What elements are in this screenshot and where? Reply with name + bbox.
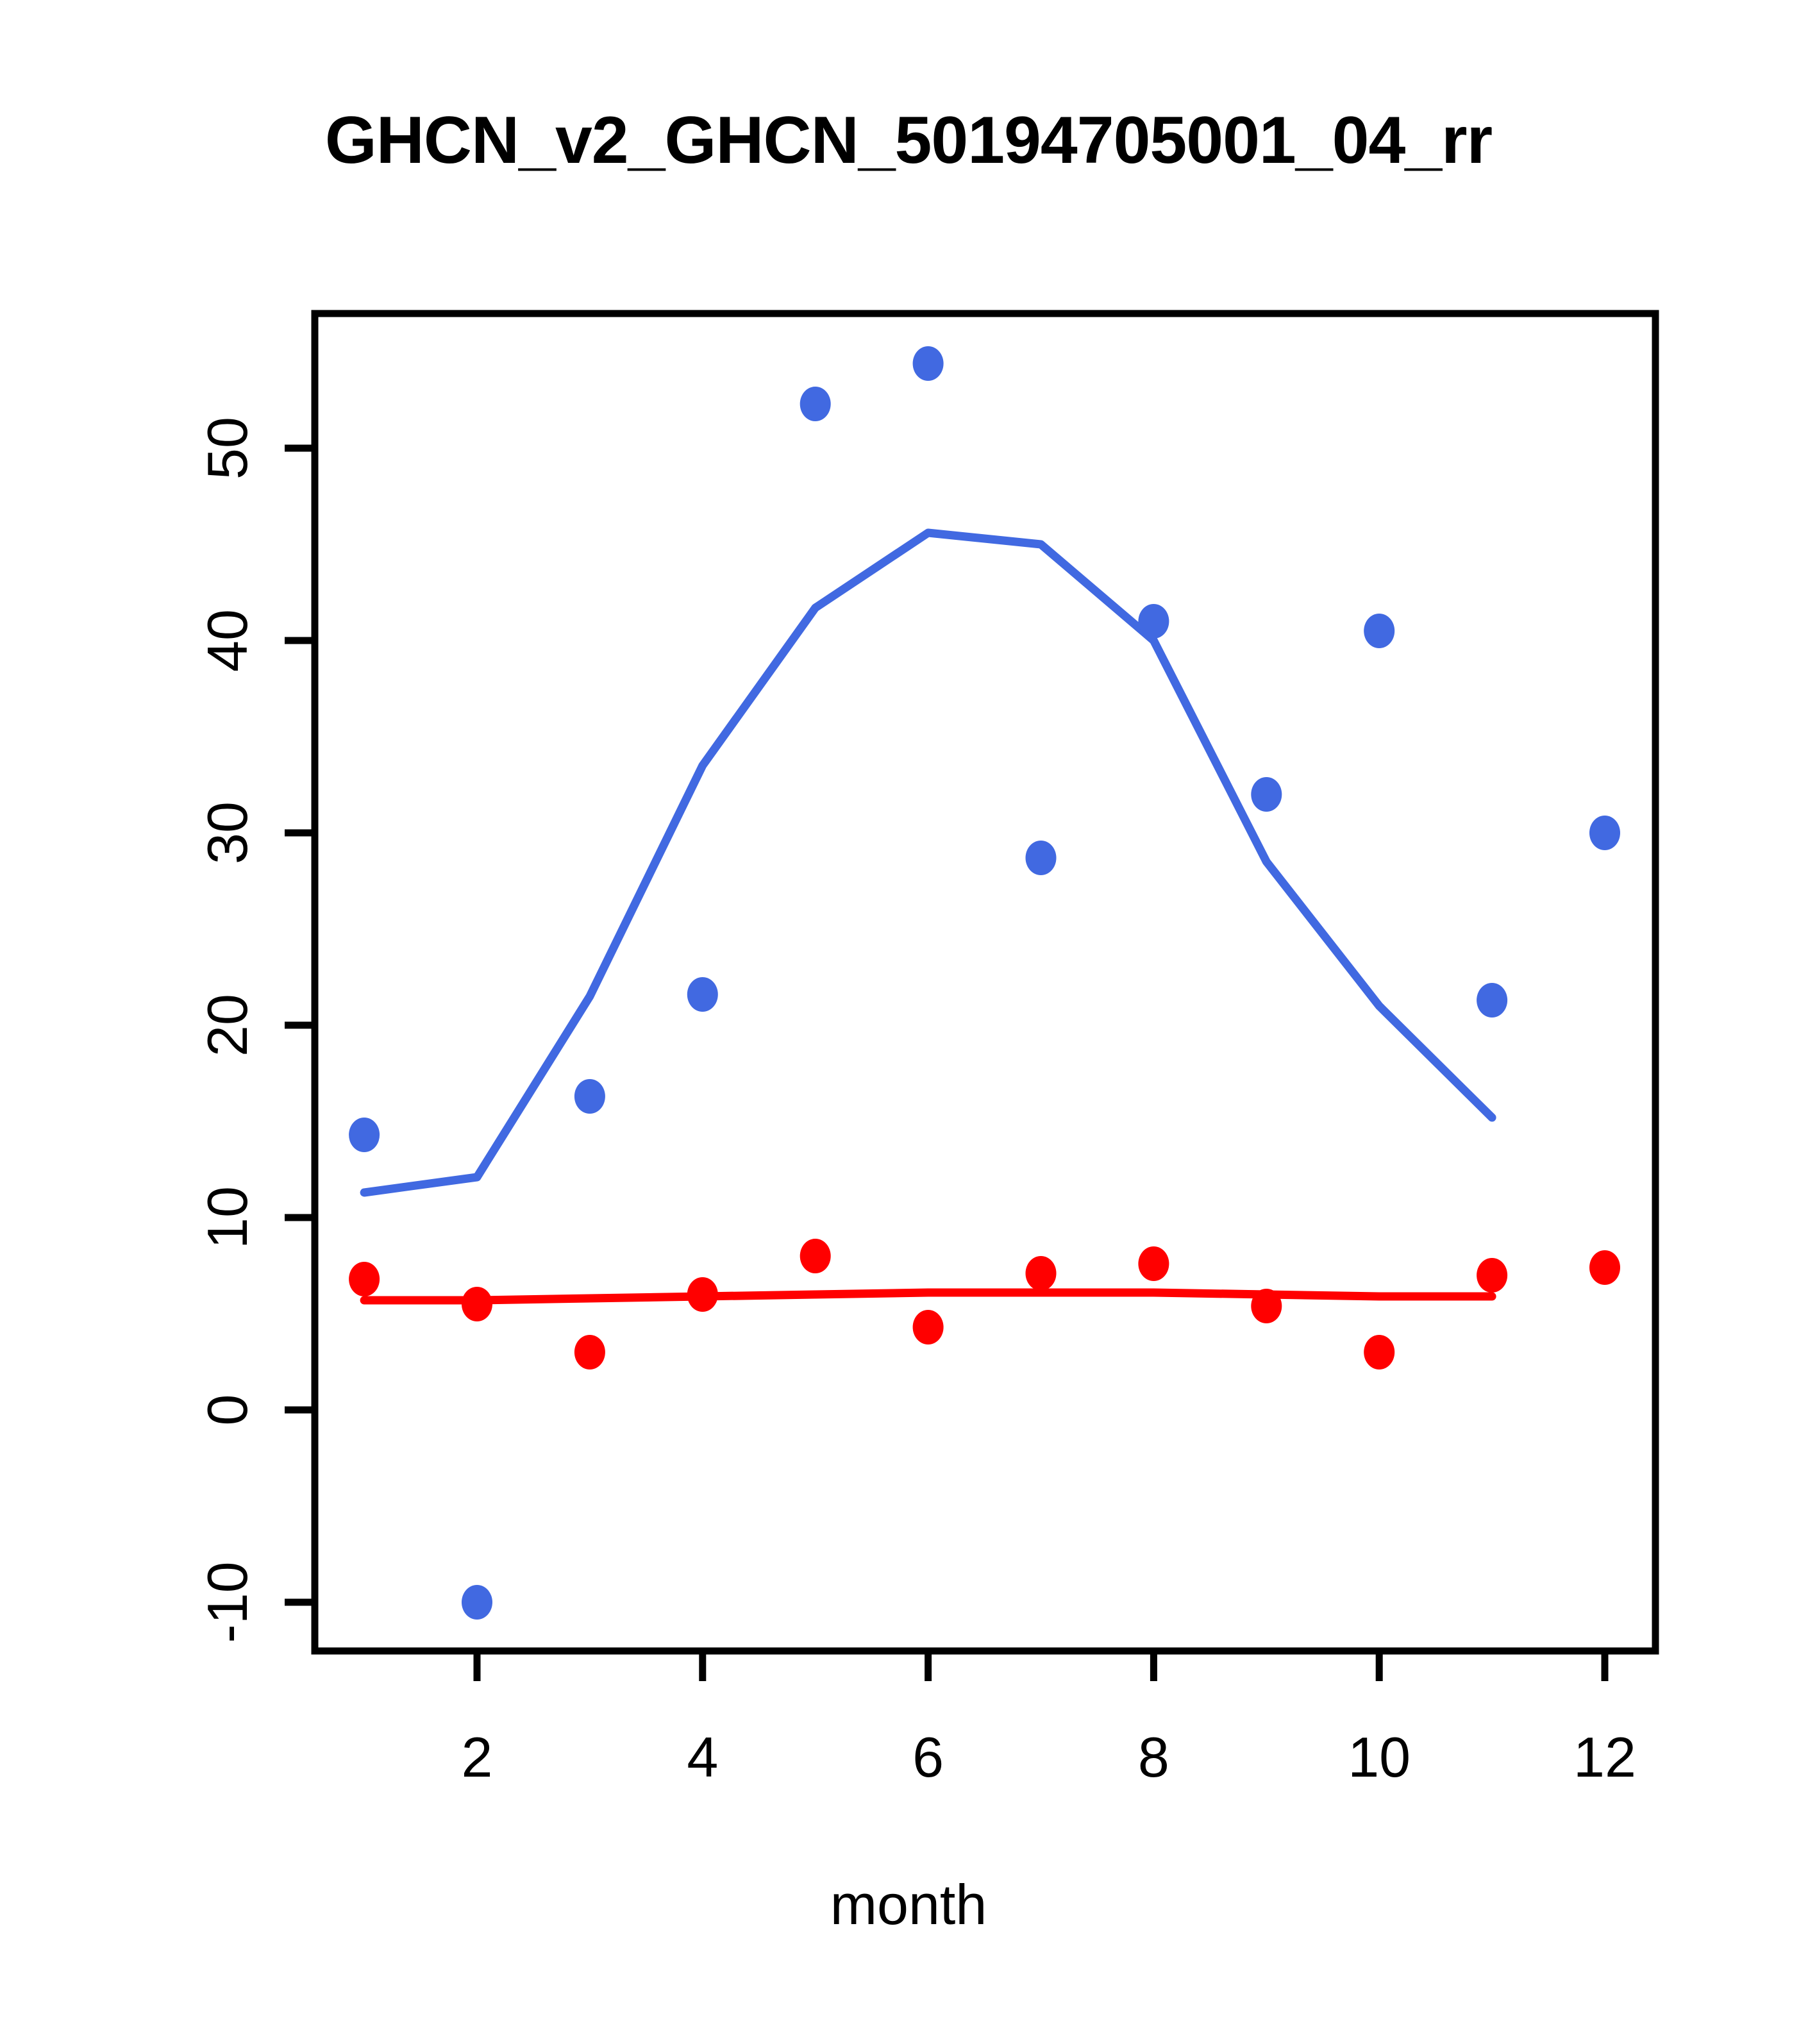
data-point-blue-points (1589, 816, 1620, 850)
data-point-blue-points (1251, 777, 1282, 812)
data-point-red-points (349, 1262, 380, 1296)
series-lines (360, 528, 1496, 1305)
x-tick-label: 4 (687, 1725, 719, 1789)
y-tick-label: 20 (196, 994, 259, 1057)
data-point-blue-points (1477, 983, 1508, 1018)
x-tick-label: 10 (1348, 1725, 1411, 1789)
y-tick-label: 50 (196, 417, 259, 480)
data-point-red-points (687, 1277, 718, 1312)
y-axis-ticks (285, 444, 315, 1606)
plot-border (311, 310, 1659, 1655)
data-point-red-points (462, 1287, 492, 1321)
data-point-blue-points (1025, 841, 1057, 875)
data-point-blue-points (1138, 604, 1169, 639)
data-point-red-points (1589, 1250, 1620, 1285)
x-tick-label: 6 (912, 1725, 944, 1789)
data-point-blue-points (462, 1585, 492, 1620)
data-point-blue-points (687, 977, 718, 1012)
data-point-blue-points (1364, 614, 1395, 648)
y-tick-label: 30 (196, 801, 259, 864)
data-point-red-points (1025, 1256, 1057, 1291)
data-point-blue-points (800, 387, 831, 421)
y-tick-label: 0 (196, 1394, 259, 1426)
series-line-blue-line (360, 528, 1496, 1197)
x-tick-label: 2 (461, 1725, 493, 1789)
data-point-red-points (1251, 1289, 1282, 1323)
data-point-red-points (912, 1310, 944, 1345)
page-title: GHCN_v2_GHCN_50194705001_04_rr (324, 103, 1493, 178)
data-point-red-points (1477, 1258, 1508, 1293)
x-axis-ticks (473, 1651, 1609, 1681)
y-tick-label: 10 (196, 1186, 259, 1249)
plot-frame (311, 310, 1659, 1655)
data-point-red-points (1138, 1246, 1169, 1281)
y-tick-label: 40 (196, 609, 259, 672)
data-point-red-points (574, 1335, 605, 1370)
x-tick-label: 8 (1137, 1725, 1169, 1789)
x-tick-label: 12 (1573, 1725, 1636, 1789)
data-point-red-points (800, 1239, 831, 1273)
y-tick-label: -10 (196, 1561, 259, 1643)
series-line-red-line (360, 1288, 1496, 1305)
data-point-blue-points (349, 1118, 380, 1152)
series-points (349, 346, 1620, 1620)
x-axis-title: month (830, 1873, 987, 1936)
data-point-blue-points (574, 1079, 605, 1114)
data-point-red-points (1364, 1335, 1395, 1370)
data-point-blue-points (912, 346, 944, 381)
